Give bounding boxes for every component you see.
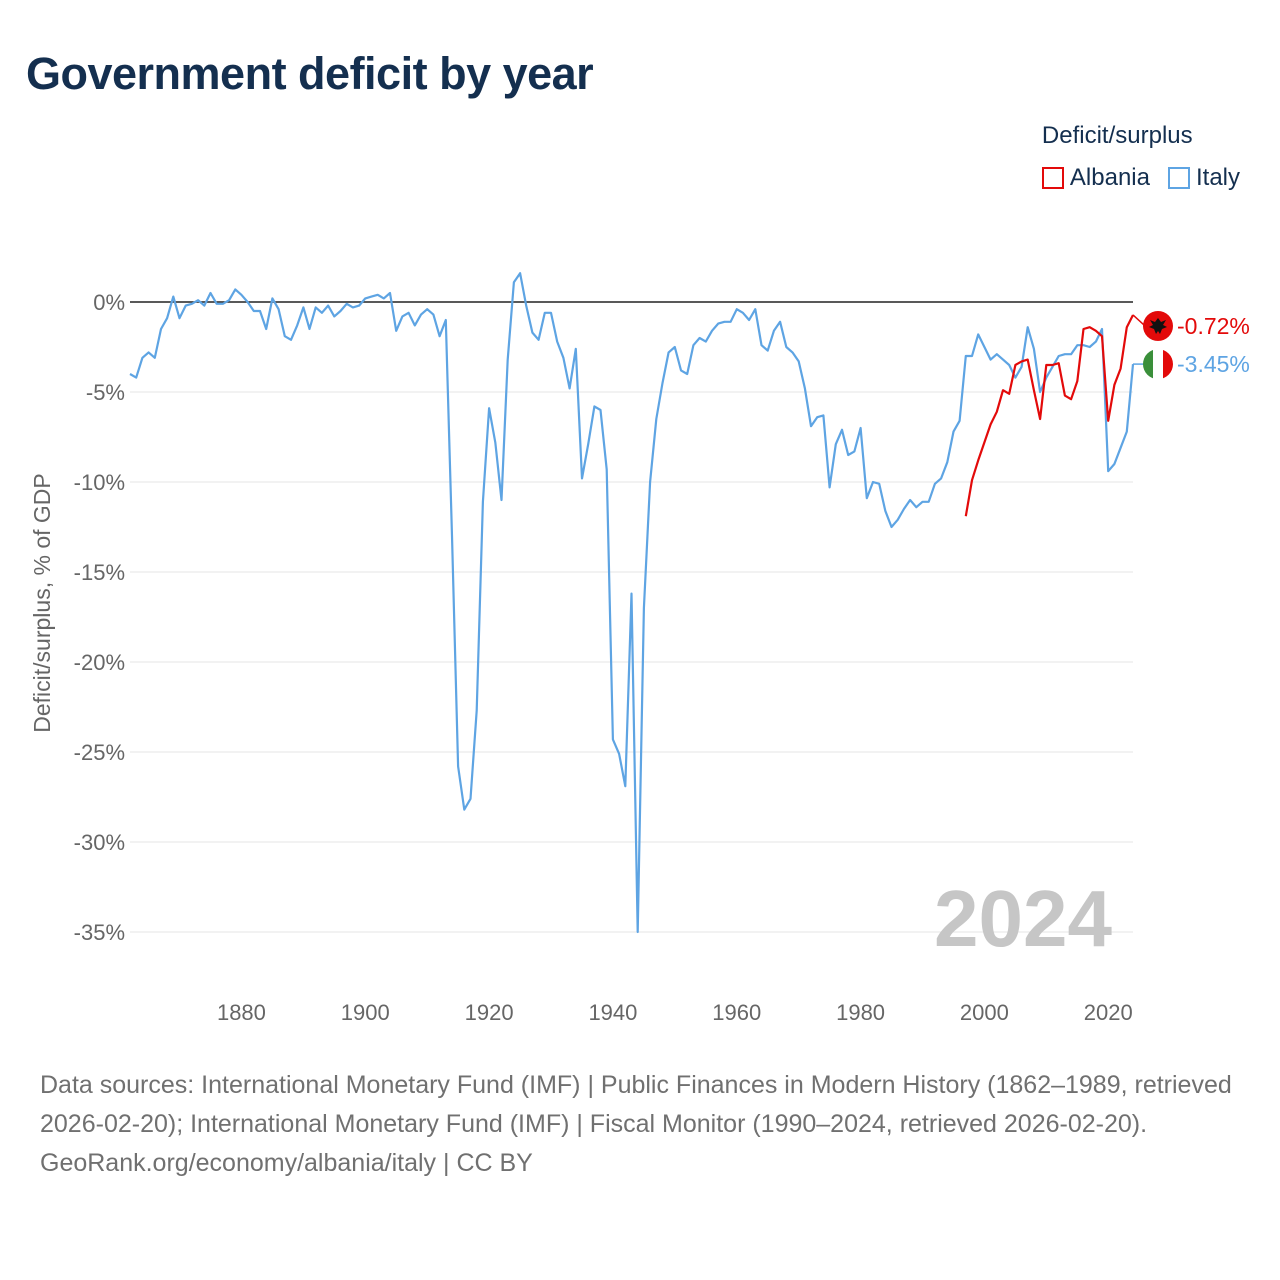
legend-swatch-albania	[1041, 167, 1064, 189]
legend-label-albania: Albania	[1069, 164, 1150, 191]
y-tick-label: -30%	[74, 830, 125, 855]
y-tick-label: -15%	[74, 560, 125, 585]
y-tick-label: -20%	[74, 650, 125, 675]
x-tick-label: 1880	[217, 1000, 266, 1025]
end-connector-albania	[1132, 314, 1146, 327]
albania-end-value: -0.72%	[1177, 313, 1250, 339]
series-line-italy[interactable]	[129, 272, 1135, 934]
year-watermark: 2024	[934, 874, 1112, 963]
x-tick-label: 2000	[960, 1000, 1009, 1025]
chart-area: 0% -5% -10% -15% -20% -25% -30% -35% 1880 1900 19…	[29, 272, 1250, 1025]
x-tick-label: 1960	[712, 1000, 761, 1025]
legend-item-italy[interactable]: Italy	[1167, 164, 1240, 192]
data-sources: Data sources: International Monetary Fun…	[40, 1071, 1232, 1138]
x-tick-label: 1920	[465, 1000, 514, 1025]
x-axis: 1880 1900 1920 1940 1960 1980 2000 2020	[217, 1000, 1133, 1025]
legend-title: Deficit/surplus	[1041, 122, 1193, 149]
y-axis: 0% -5% -10% -15% -20% -25% -30% -35%	[74, 290, 125, 945]
y-tick-label: -25%	[74, 740, 125, 765]
x-tick-label: 1940	[588, 1000, 637, 1025]
y-tick-label: 0%	[93, 290, 125, 315]
x-tick-label: 1900	[341, 1000, 390, 1025]
series-lines	[129, 272, 1146, 934]
y-tick-label: -10%	[74, 470, 125, 495]
credit-link[interactable]: GeoRank.org/economy/albania/italy | CC B…	[40, 1149, 533, 1177]
legend-item-albania[interactable]: Albania	[1041, 164, 1150, 192]
y-tick-label: -5%	[86, 380, 125, 405]
italy-flag-icon[interactable]	[1143, 349, 1173, 380]
legend-label-italy: Italy	[1195, 164, 1240, 191]
footer: Data sources: International Monetary Fun…	[40, 1066, 1240, 1183]
y-axis-title: Deficit/surplus, % of GDP	[29, 473, 55, 732]
x-tick-label: 2020	[1084, 1000, 1133, 1025]
legend-swatch-italy	[1167, 167, 1190, 189]
chart-title: Government deficit by year	[26, 48, 594, 99]
legend: Deficit/surplus Albania Italy	[1041, 122, 1240, 192]
grid-lines	[130, 391, 1133, 933]
italy-end-value: -3.45%	[1177, 351, 1250, 377]
series-line-albania[interactable]	[964, 314, 1134, 517]
y-tick-label: -35%	[74, 920, 125, 945]
albania-flag-icon[interactable]	[1143, 310, 1173, 341]
x-tick-label: 1980	[836, 1000, 885, 1025]
